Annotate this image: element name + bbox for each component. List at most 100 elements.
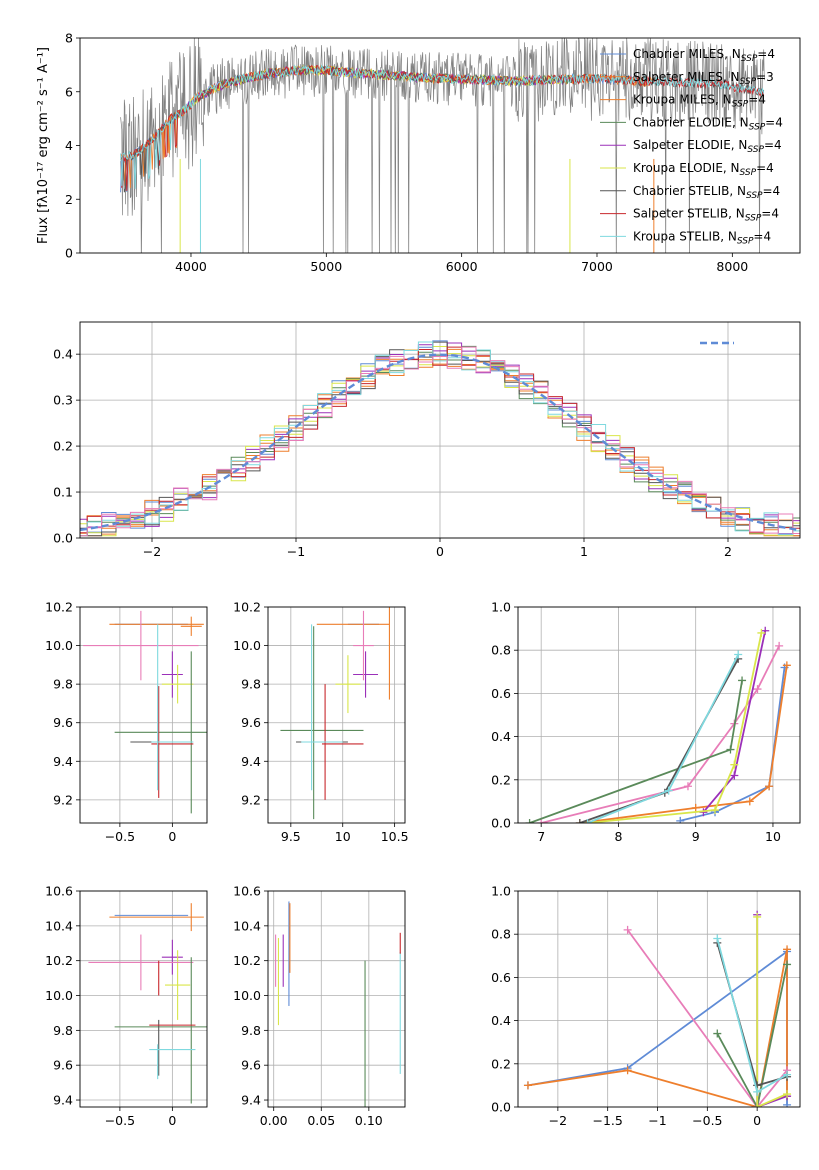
y-tick-label: 1.0 [491, 884, 511, 899]
y-tick-label: 10.4 [45, 918, 73, 933]
legend-subscript: SSP [749, 122, 766, 132]
gaussian-curve [80, 353, 800, 532]
x-tick-label: −0.5 [692, 1113, 722, 1128]
legend-text: Chabrier MILES, N [633, 47, 741, 61]
x-tick-label: 1 [580, 544, 588, 559]
legend-entry: Chabrier STELIB, NSSP=4 [633, 184, 780, 201]
y-tick-label: 9.4 [53, 754, 73, 769]
grid-mass-vs-ebv [268, 890, 405, 1107]
y-tick-label: 0.8 [491, 643, 511, 658]
legend-text: Kroupa MILES, N [633, 93, 732, 107]
legend-text: Salpeter ELODIE, N [633, 138, 747, 152]
weight-series [583, 650, 743, 823]
y-tick-label: 10.2 [233, 600, 261, 615]
weight-line [587, 632, 763, 823]
y-tick-label: 2 [65, 192, 73, 207]
weight-marker [753, 1087, 762, 1096]
y-tick-label: 0.3 [53, 393, 73, 408]
plot-area-age-vs-z [83, 610, 207, 814]
data-point [180, 616, 202, 636]
x-tick-label: 9.5 [281, 829, 301, 844]
legend-suffix: =4 [757, 47, 775, 61]
x-tick-label: 5000 [310, 259, 342, 274]
legend-entry: Salpeter ELODIE, NSSP=4 [633, 138, 782, 155]
axes-frame [517, 606, 801, 824]
y-tick-label: 0.1 [53, 485, 73, 500]
weight-marker [783, 960, 792, 969]
x-tick-label: 0.05 [307, 1113, 335, 1128]
weight-marker [783, 1070, 792, 1079]
x-tick-label: 0.10 [355, 1113, 383, 1128]
legend-suffix: =4 [748, 93, 766, 107]
legend-entry: Salpeter STELIB, NSSP=4 [633, 207, 779, 224]
legend-subscript: SSP [740, 77, 757, 87]
data-point [165, 950, 191, 1020]
legend-suffix: =4 [753, 229, 771, 243]
weight-marker [691, 803, 700, 812]
weight-marker [525, 819, 534, 823]
y-tick-label: 10.0 [45, 988, 73, 1003]
y-tick-label: 10.0 [233, 638, 261, 653]
y-tick-label: 10.4 [233, 918, 261, 933]
axes-mass-weight-vs-age: 7 8 9 10 0.0 0.2 0.4 0.6 0.8 1.0 [491, 600, 801, 844]
weight-marker [745, 797, 754, 806]
axes-frame [79, 606, 208, 824]
model-spectrum-series [120, 64, 765, 189]
x-tick-label: −1 [648, 1113, 666, 1128]
weight-marker [738, 676, 747, 685]
weight-line [679, 667, 786, 822]
y-tick-label: 0.2 [53, 439, 73, 454]
data-point [353, 610, 374, 681]
plot-area-mass-weight-vs-age [525, 626, 791, 823]
legend-suffix: =4 [764, 138, 782, 152]
legend-text: Kroupa ELODIE, N [633, 161, 740, 175]
legend-text: Salpeter STELIB, N [633, 207, 745, 221]
weight-marker [713, 934, 722, 943]
weight-series [753, 912, 792, 1107]
weight-marker [730, 771, 739, 780]
weight-marker [757, 628, 766, 637]
y-tick-label: 9.8 [241, 677, 261, 692]
plot-area-spectrum [120, 38, 765, 253]
y-tick-label: 10.6 [45, 884, 73, 899]
y-tick-label: 9.6 [241, 1058, 261, 1073]
y-tick-label: 9.4 [53, 1093, 73, 1108]
y-tick-label: 6 [65, 84, 73, 99]
data-point [161, 651, 183, 698]
y-tick-label: 9.8 [53, 677, 73, 692]
plot-area-mass-vs-ebv [275, 901, 401, 1107]
y-tick-label: 10.2 [45, 953, 73, 968]
x-tick-label: 0 [168, 1113, 176, 1128]
y-tick-label: 8 [65, 31, 73, 46]
x-tick-label: 7 [537, 829, 545, 844]
weight-marker [783, 1090, 792, 1099]
legend-suffix: =4 [763, 184, 781, 198]
model-spectrum-series [120, 65, 633, 193]
x-tick-label: −1.5 [593, 1113, 623, 1128]
weight-marker [753, 1103, 762, 1107]
model-spectrum-series [120, 64, 765, 191]
weight-marker [753, 912, 762, 921]
y-tick-label: 9.6 [53, 715, 73, 730]
y-tick-label: 9.2 [53, 792, 73, 807]
y-tick-label: 9.8 [241, 1023, 261, 1038]
weight-series [525, 676, 747, 823]
legend-suffix: =3 [756, 70, 774, 84]
legend-subscript: SSP [746, 191, 763, 201]
weight-line [626, 929, 788, 1107]
axes-spectrum: 4000 5000 6000 7000 8000 0 2 4 6 8 Flux [fλ10⁻¹⁷ e… [36, 31, 801, 274]
x-tick-label: −2 [143, 544, 161, 559]
x-tick-label: −0.5 [105, 829, 135, 844]
y-tick-label: 10.2 [233, 953, 261, 968]
weight-marker [783, 1100, 792, 1107]
legend-text: Chabrier ELODIE, N [633, 115, 749, 129]
x-tick-label: 8000 [716, 259, 748, 274]
weight-line [527, 949, 788, 1107]
axes-frame [267, 606, 406, 824]
grid-mass-weight-vs-age [518, 606, 800, 824]
weight-series [713, 934, 792, 1096]
legend-subscript: SSP [740, 168, 757, 178]
data-point [335, 655, 361, 714]
plot-area-age-vs-mass [280, 607, 390, 820]
